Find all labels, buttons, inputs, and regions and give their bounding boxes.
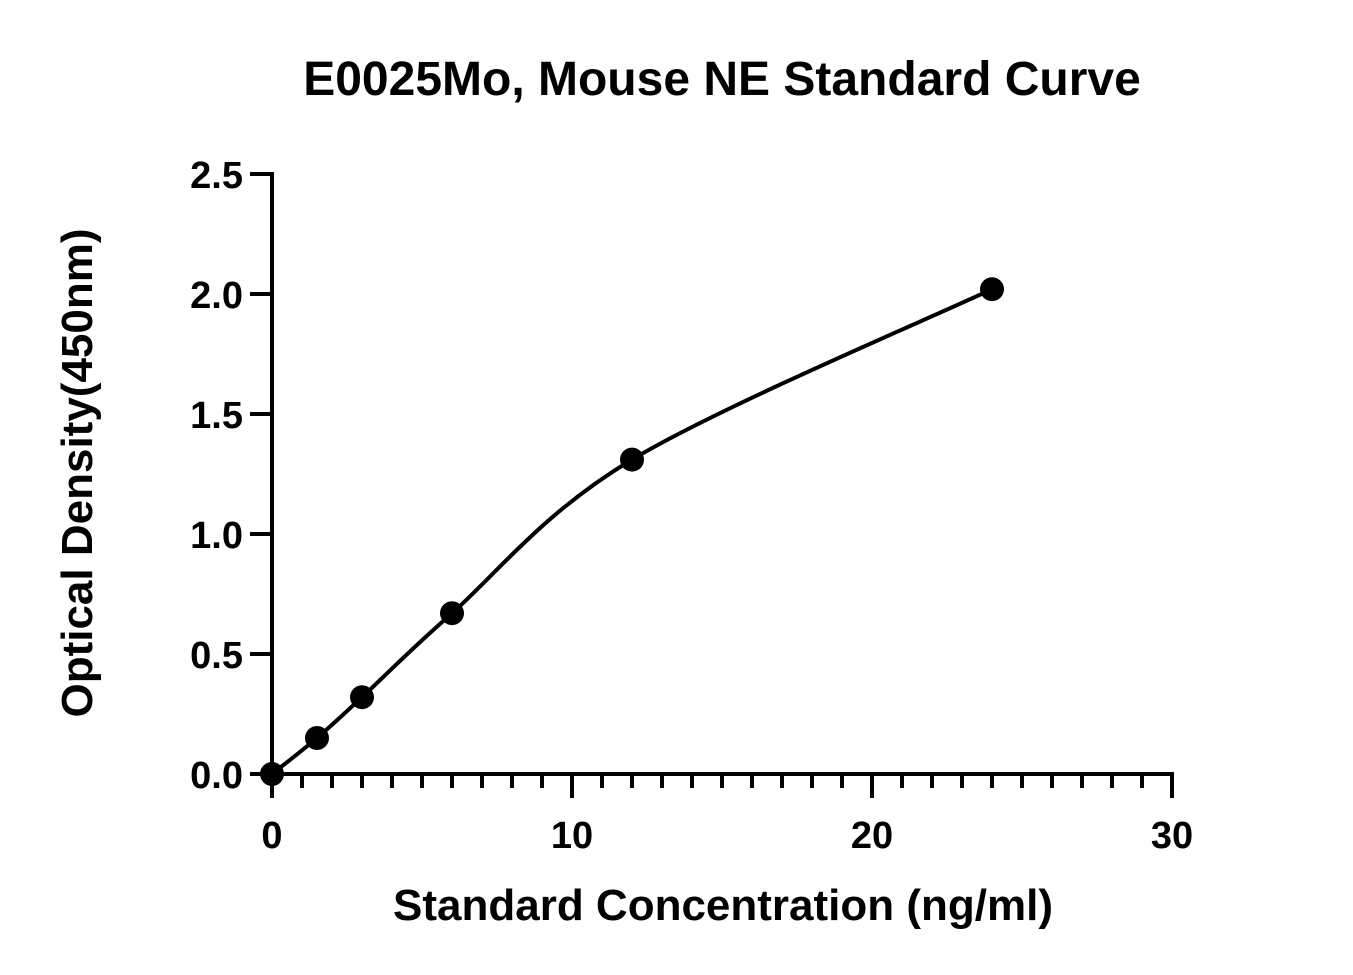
y-tick-label: 1.5	[190, 395, 243, 437]
y-tick-label: 2.5	[190, 155, 243, 197]
data-point	[305, 726, 329, 750]
fit-curve-line	[270, 287, 993, 776]
data-point	[350, 685, 374, 710]
data-point	[440, 601, 464, 626]
x-axis-label: Standard Concentration (ng/ml)	[393, 881, 1053, 930]
axes: 0.0 0.5 1.0 1.5 2.0 2.5 0 10 20 30	[190, 155, 1193, 857]
x-tick-label: 20	[851, 815, 893, 857]
y-tick-label: 1.0	[190, 515, 243, 557]
x-tick-label: 30	[1151, 815, 1193, 857]
x-tick-label: 10	[551, 815, 593, 857]
y-tick-label: 2.0	[190, 275, 243, 317]
fit-curve-layer	[270, 287, 993, 776]
data-point	[980, 277, 1004, 302]
y-tick-label: 0.5	[190, 635, 243, 677]
chart-title: E0025Mo, Mouse NE Standard Curve	[303, 53, 1141, 106]
y-tick-label: 0.0	[190, 755, 243, 797]
x-tick-label: 0	[261, 815, 282, 857]
data-points-layer	[260, 277, 1004, 786]
y-axis-label: Optical Density(450nm)	[53, 228, 102, 717]
data-point	[620, 447, 644, 472]
data-point	[260, 762, 284, 786]
